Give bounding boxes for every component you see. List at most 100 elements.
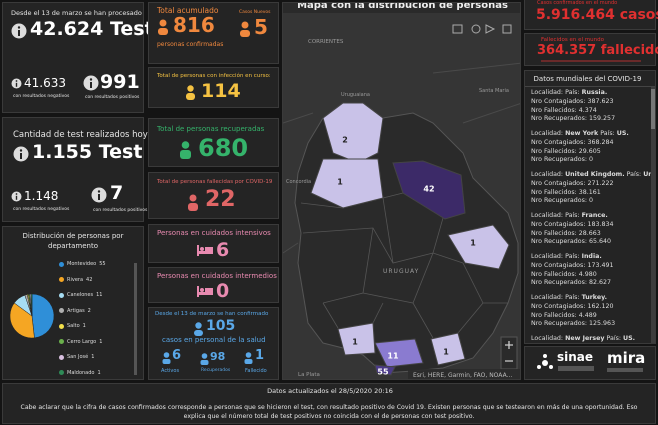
legend-swatch <box>59 261 64 267</box>
label: Localidad: <box>531 294 564 301</box>
legend-name: San José <box>67 354 89 360</box>
fallecidos-line: Nro Fallecidos: 28.663 <box>531 230 614 239</box>
map-toolbar <box>452 24 512 34</box>
caption: Casos Nuevos <box>239 10 271 15</box>
info-icon <box>13 146 29 162</box>
world-cases-panel: Casos confirmados en el mundo 5.916.464 … <box>524 0 658 30</box>
map-count: 1 <box>470 239 476 248</box>
value: 6 <box>172 348 182 363</box>
legend-count: 1 <box>91 354 95 360</box>
scroll-thumb[interactable] <box>651 89 655 129</box>
world-item: Localidad: País: Turkey. Nro Contagiados:… <box>531 294 615 329</box>
location-line: Localidad: País: Russia. <box>531 89 615 98</box>
caption: con resultados positivos <box>93 208 148 213</box>
value: 4.374 <box>578 106 597 114</box>
value: 82.627 <box>589 279 612 287</box>
place-label: CORRIENTES <box>308 39 344 45</box>
fallecidos-line: Nro Fallecidos: 4.980 <box>531 271 614 280</box>
department-salto <box>310 158 384 209</box>
label: Nro Contagiados: <box>531 302 586 310</box>
map-count: 11 <box>387 352 399 361</box>
accumulated-panel: Total acumulado 816 personas confirmadas… <box>148 2 279 64</box>
tests-panel: Desde el 13 de marzo se han procesado 42… <box>2 2 154 113</box>
location-line: Localidad: United Kingdom. País: United … <box>531 171 655 180</box>
value: 271.222 <box>587 179 614 187</box>
zoom-controls[interactable] <box>500 336 518 370</box>
value: 4.489 <box>578 311 597 319</box>
label: Nro Contagiados: <box>531 179 586 187</box>
legend-swatch <box>59 323 64 329</box>
contagiados-line: Nro Contagiados: 368.284 <box>531 139 629 148</box>
value: 0 <box>216 280 230 302</box>
legend-count: 1 <box>82 323 86 329</box>
value: 22 <box>205 187 236 212</box>
department-maldonado <box>430 332 466 366</box>
sinae-logo-icon <box>537 354 553 369</box>
location-line: Localidad: País: France. <box>531 212 614 221</box>
value: 29.605 <box>578 147 601 155</box>
department-cerro-largo <box>447 224 510 270</box>
person-icon <box>244 352 253 364</box>
label: Nro Recuperados: <box>531 320 588 328</box>
fallecidos-line: Nro Fallecidos: 38.161 <box>531 189 655 198</box>
legend-item: Artigas 2 <box>59 308 91 314</box>
caption: casos en personal de la salud <box>162 336 266 344</box>
pie-chart <box>9 293 55 339</box>
fallecidos-line: Nro Fallecidos: 4.374 <box>531 107 615 116</box>
label: Nro Fallecidos: <box>531 311 577 319</box>
info-icon <box>11 23 27 39</box>
legend-item: Canelones 11 <box>59 292 102 298</box>
value: 0 <box>589 156 594 164</box>
value: 4.980 <box>578 270 597 278</box>
panel-title: Personas en cuidados intermedios <box>157 272 277 280</box>
label: Nro Fallecidos: <box>531 229 577 237</box>
note: Cabe aclarar que la cifra de casos confi… <box>20 404 638 420</box>
person-icon <box>200 353 209 365</box>
legend-item: Maldonado 1 <box>59 370 101 376</box>
world-item: Localidad: País: India. Nro Contagiados: … <box>531 253 614 288</box>
caption: Activos <box>161 368 180 374</box>
label: País: <box>606 335 622 342</box>
caption: Fallecido <box>245 368 267 374</box>
label: Nro Fallecidos: <box>531 147 577 155</box>
location-line: Localidad: New York País: US. <box>531 130 629 139</box>
legend-item: San José 1 <box>59 354 94 360</box>
panel-title: Distribución de personas por departament… <box>22 232 124 250</box>
world-item: Localidad: New York País: US. Nro Contagi… <box>531 130 629 165</box>
legend-count: 1 <box>99 338 103 345</box>
panel-title: Total de personas fallecidas por COVID-1… <box>157 179 273 185</box>
label: País: <box>626 171 642 178</box>
place-label: Uruguaiana <box>341 92 370 98</box>
info-icon <box>83 75 99 91</box>
attribution: Esri, HERE, Garmin, FAO, NOAA... <box>413 372 512 379</box>
label: País: <box>565 212 580 219</box>
fallecidos-line: Nro Fallecidos: 4.489 <box>531 312 615 321</box>
department-canelones <box>374 338 424 368</box>
world-item: Localidad: New Jersey País: US. <box>531 335 635 343</box>
contagiados-line: Nro Contagiados: 162.120 <box>531 303 615 312</box>
place-labels: CORRIENTES Uruguaiana Santa Maria Concordia… <box>286 39 509 378</box>
legend-item: Cerro Largo 1 <box>59 339 102 345</box>
new-cases: 5 <box>254 15 268 39</box>
sinae-subtitle <box>558 366 594 371</box>
negative: 41.633 <box>24 76 66 90</box>
legend-name: Artigas <box>67 307 85 314</box>
label: Nro Contagiados: <box>531 220 586 228</box>
label: Nro Recuperados: <box>531 238 588 246</box>
value: 173.491 <box>587 261 614 269</box>
recuperados-line: Nro Recuperados: 0 <box>531 156 629 165</box>
label: Nro Recuperados: <box>531 279 588 287</box>
value: 114 <box>201 80 241 102</box>
info-icon <box>11 78 22 89</box>
value: 125.963 <box>589 320 616 328</box>
person-icon <box>186 85 195 100</box>
legend-name: Salto <box>67 323 80 329</box>
locality: New Jersey <box>565 335 605 342</box>
person-icon <box>240 21 250 37</box>
caption: Desde el 13 de marzo se han confirmado <box>155 311 269 317</box>
country: India. <box>581 253 602 260</box>
mira-logo: mira <box>607 349 646 367</box>
value: 65.640 <box>589 238 612 246</box>
value: 42.624 <box>30 18 104 40</box>
